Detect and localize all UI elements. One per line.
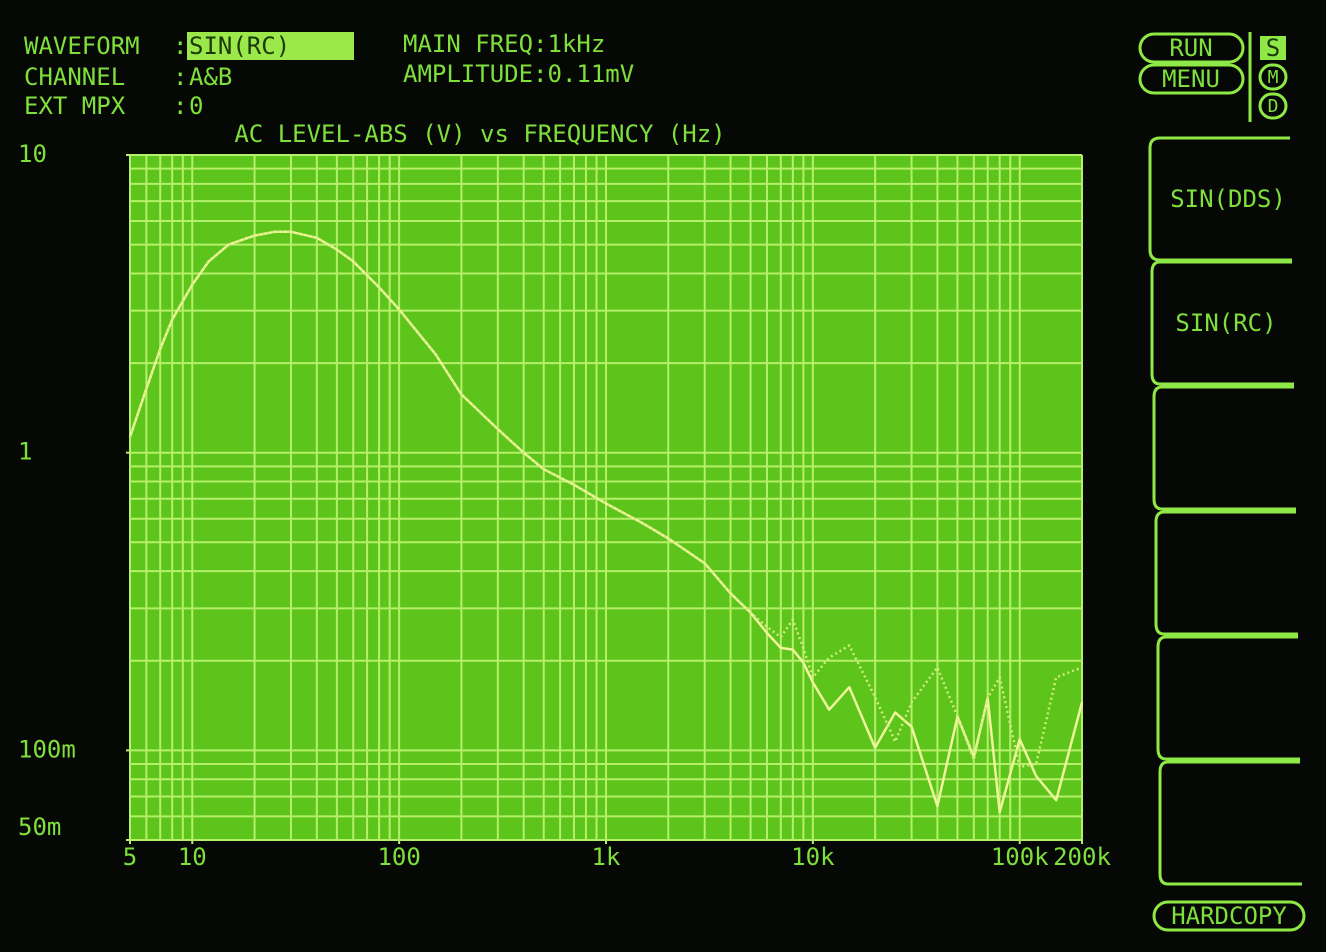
mode-s-button[interactable] (1260, 36, 1286, 60)
softkey[interactable] (1154, 510, 1298, 636)
header-label: WAVEFORM (24, 32, 140, 60)
softkey[interactable] (1152, 385, 1296, 511)
y-tick-label: 50m (18, 813, 61, 841)
menu-button[interactable] (1138, 63, 1245, 95)
softkey[interactable] (1150, 260, 1294, 386)
amplitude: AMPLITUDE:0.11mV (403, 60, 634, 88)
x-tick-label: 10 (178, 843, 207, 871)
header-value: A&B (189, 63, 232, 91)
run-label: RUN (1169, 34, 1212, 62)
y-tick-label: 10 (18, 140, 47, 168)
hardcopy-button[interactable] (1152, 900, 1306, 932)
header-value: 0 (189, 92, 203, 120)
softkey[interactable] (1158, 760, 1302, 886)
y-tick-label: 1 (18, 438, 32, 466)
main-freq: MAIN FREQ:1kHz (403, 30, 605, 58)
softkey-label: SIN(RC) (1175, 309, 1276, 337)
softkeys (1148, 136, 1302, 886)
mode-m-button[interactable] (1258, 63, 1288, 91)
run-button[interactable] (1138, 32, 1245, 64)
x-tick-label: 1k (592, 843, 621, 871)
series-line (128, 230, 1083, 769)
mode-label: S (1266, 34, 1280, 62)
softkey-label: SIN(DDS) (1170, 185, 1286, 213)
y-tick-label: 100m (18, 735, 76, 763)
x-tick-label: 100k (991, 843, 1049, 871)
series-line (128, 230, 1084, 814)
x-tick-label: 10k (791, 843, 835, 871)
header-separator: : (173, 32, 187, 60)
hardcopy-label: HARDCOPY (1171, 902, 1287, 930)
header-value: SIN(RC) (189, 32, 290, 60)
mode-label: D (1268, 96, 1279, 117)
x-tick-label: 5 (123, 843, 137, 871)
x-tick-label: 100 (377, 843, 420, 871)
menu-label: MENU (1162, 65, 1220, 93)
softkey[interactable] (1148, 136, 1292, 262)
highlight (187, 32, 354, 60)
mode-d-button[interactable] (1258, 92, 1288, 120)
chart-title: AC LEVEL-ABS (V) vs FREQUENCY (Hz) (234, 120, 725, 148)
header-separator: : (173, 92, 187, 120)
softkey[interactable] (1156, 635, 1300, 761)
header-separator: : (173, 63, 187, 91)
x-tick-label: 200k (1053, 843, 1111, 871)
mode-label: M (1268, 67, 1279, 88)
header-label: EXT MPX (24, 92, 126, 120)
header-label: CHANNEL (24, 63, 125, 91)
